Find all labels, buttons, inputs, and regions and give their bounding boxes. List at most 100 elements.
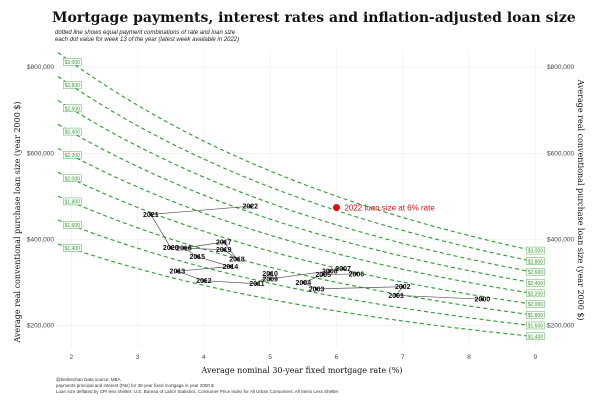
- year-point: [202, 279, 206, 283]
- year-point: [169, 245, 173, 250]
- highlight-group: 2022 loan size at 6% rate: [332, 204, 435, 213]
- year-label: 2015: [189, 254, 205, 261]
- chart-title: Mortgage payments, interest rates and in…: [52, 10, 576, 26]
- y-tick-label-left: $400,000: [27, 236, 54, 243]
- year-label: 2022: [242, 204, 258, 211]
- year-label: 2002: [395, 284, 411, 291]
- payment-label-box-left: [63, 81, 82, 89]
- year-label: 2007: [335, 266, 351, 273]
- payment-label-box-left: [63, 58, 82, 66]
- payment-label-right: $1,400: [528, 334, 544, 340]
- year-point: [301, 280, 305, 285]
- payment-label-box-left: [63, 151, 82, 159]
- footnote-1: @benkeohan Data source: MBA: [56, 377, 121, 382]
- payment-label-box-left: [63, 104, 82, 112]
- x-tick-label: 6: [335, 354, 339, 361]
- payment-label-box-left: [63, 244, 82, 252]
- payment-label-box-right: [526, 278, 545, 287]
- payment-label-right: $2,600: [528, 270, 544, 276]
- payment-label-right: $2,400: [528, 281, 544, 287]
- year-point: [222, 240, 226, 244]
- payment-label-box-left: [63, 174, 82, 182]
- payment-label-box-right: [526, 257, 545, 265]
- year-label: 2020: [163, 245, 179, 252]
- year-point: [235, 257, 239, 261]
- year-point: [401, 285, 405, 289]
- payment-line: [57, 219, 536, 327]
- year-label: 2017: [216, 239, 232, 246]
- payment-label-left: $2,800: [65, 83, 81, 89]
- year-point: [222, 248, 226, 252]
- payment-label-right: $2,000: [528, 302, 544, 308]
- payment-line: [57, 195, 536, 316]
- payment-line: [57, 123, 536, 284]
- payment-label-right: $3,000: [528, 249, 544, 255]
- year-path-line: [150, 205, 483, 300]
- year-label: 2010: [262, 271, 278, 278]
- payment-lines: $1,400 $1,400 $1,600 $1,600 $1,800 $1,800 $2,0…: [57, 52, 545, 340]
- payment-label-right: $2,800: [528, 259, 544, 265]
- year-point: [354, 272, 358, 276]
- footnote-3: Loan size deflated by CPI less shelter: …: [56, 389, 339, 394]
- payment-label-left: $1,400: [65, 246, 81, 252]
- year-label: 2000: [475, 297, 491, 304]
- y-tick-label-left: $800,000: [27, 64, 54, 71]
- payment-line: [57, 147, 536, 295]
- payment-label-box-right: [526, 246, 545, 255]
- x-tick-label: 8: [467, 354, 471, 361]
- x-tick-label: 7: [401, 354, 405, 361]
- year-label: 2001: [388, 293, 404, 300]
- payment-label-box-left: [63, 127, 82, 136]
- payment-line: [57, 99, 536, 274]
- payment-label-right: $2,200: [528, 291, 544, 297]
- payment-label-box-left: [63, 197, 82, 206]
- year-path: [150, 205, 483, 300]
- year-label: 2006: [349, 271, 365, 278]
- year-point: [255, 282, 259, 286]
- year-point: [394, 293, 398, 297]
- payment-label-right: $1,600: [528, 324, 544, 330]
- year-label: 2018: [229, 257, 245, 264]
- payment-label-right: $1,800: [528, 313, 544, 319]
- year-label: 2016: [176, 246, 192, 253]
- payment-label-left: $2,200: [65, 153, 81, 159]
- footnote-2: payments principal and interest (P&I) fo…: [56, 383, 214, 388]
- subtitle-line-1: dotted line shows equal payment combinat…: [55, 30, 236, 36]
- year-label: 2008: [322, 268, 338, 275]
- year-label: 2012: [196, 278, 212, 285]
- payment-label-box-right: [526, 332, 545, 340]
- year-point: [175, 269, 179, 273]
- y-tick-label-right: $400,000: [547, 236, 574, 243]
- subtitle-line-2: each dot value for week 13 of the year (…: [55, 37, 239, 43]
- year-label: 2005: [315, 272, 331, 279]
- payment-line: [57, 171, 536, 306]
- year-label: 2011: [249, 281, 264, 288]
- y-axis-label-left: Average real conventional purchase loan …: [13, 101, 22, 343]
- year-point: [248, 204, 252, 208]
- year-point: [195, 255, 199, 259]
- payment-label-left: $2,600: [65, 106, 81, 112]
- payment-label-box-left: [63, 221, 82, 229]
- year-label: 2009: [262, 276, 278, 283]
- y-tick-label-left: $600,000: [27, 150, 54, 157]
- x-axis-label: Average nominal 30-year fixed mortgage r…: [200, 366, 402, 375]
- payment-label-left: $1,800: [65, 200, 81, 206]
- x-tick-label: 3: [136, 354, 140, 361]
- year-label: 2004: [296, 280, 312, 287]
- year-point: [149, 212, 153, 217]
- y-tick-label-right: $200,000: [547, 322, 574, 329]
- highlight-label: 2022 loan size at 6% rate: [344, 204, 435, 213]
- y-tick-label-right: $600,000: [547, 150, 574, 157]
- x-tick-label: 2: [69, 354, 73, 361]
- y-axis-label-right: Average real conventional purchase loan …: [576, 78, 585, 320]
- x-tick-label: 9: [534, 354, 538, 361]
- year-point: [314, 287, 319, 291]
- year-label: 2003: [309, 286, 325, 293]
- year-point: [480, 297, 484, 301]
- x-tick-label: 5: [268, 354, 272, 361]
- year-point: [341, 267, 345, 271]
- payment-label-box-right: [526, 311, 545, 319]
- payment-line: [57, 243, 536, 338]
